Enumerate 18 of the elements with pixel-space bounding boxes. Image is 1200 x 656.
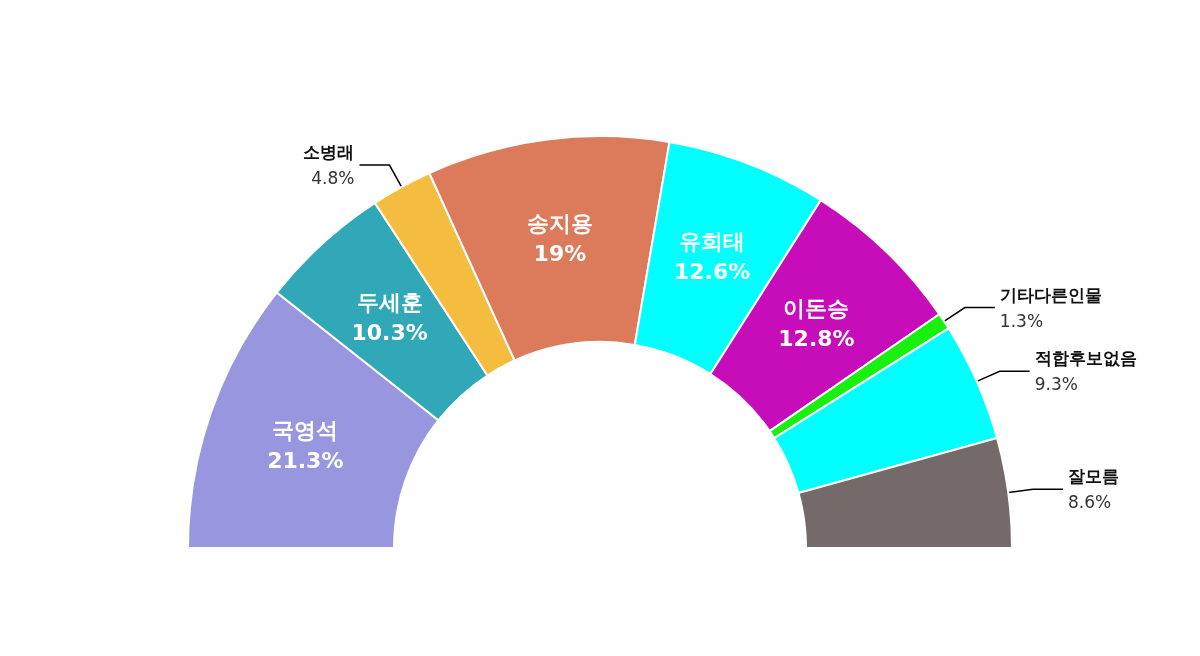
data-label: 21.3%: [267, 448, 344, 474]
data-label: 1.3%: [999, 310, 1044, 331]
data-label: 4.8%: [311, 168, 355, 189]
slice-label: 잘모름: [1068, 466, 1120, 487]
slice-label: 두세훈: [356, 290, 423, 316]
slice-label: 기타다른인물: [999, 284, 1102, 305]
slice-label: 송지용: [526, 211, 593, 237]
slice-label: 소병래: [303, 142, 355, 163]
data-label: 12.6%: [673, 259, 751, 285]
data-label: 8.6%: [1068, 492, 1112, 513]
data-label: 10.3%: [351, 320, 428, 346]
data-label: 9.3%: [1034, 374, 1078, 395]
slice-label: 국영석: [272, 418, 339, 444]
data-label: 19%: [533, 241, 587, 267]
slice-label: 유희태: [679, 229, 746, 255]
slice-label: 적합후보없음: [1034, 348, 1137, 369]
slice-label: 이돈승: [783, 295, 850, 321]
data-label: 12.8%: [778, 325, 855, 351]
